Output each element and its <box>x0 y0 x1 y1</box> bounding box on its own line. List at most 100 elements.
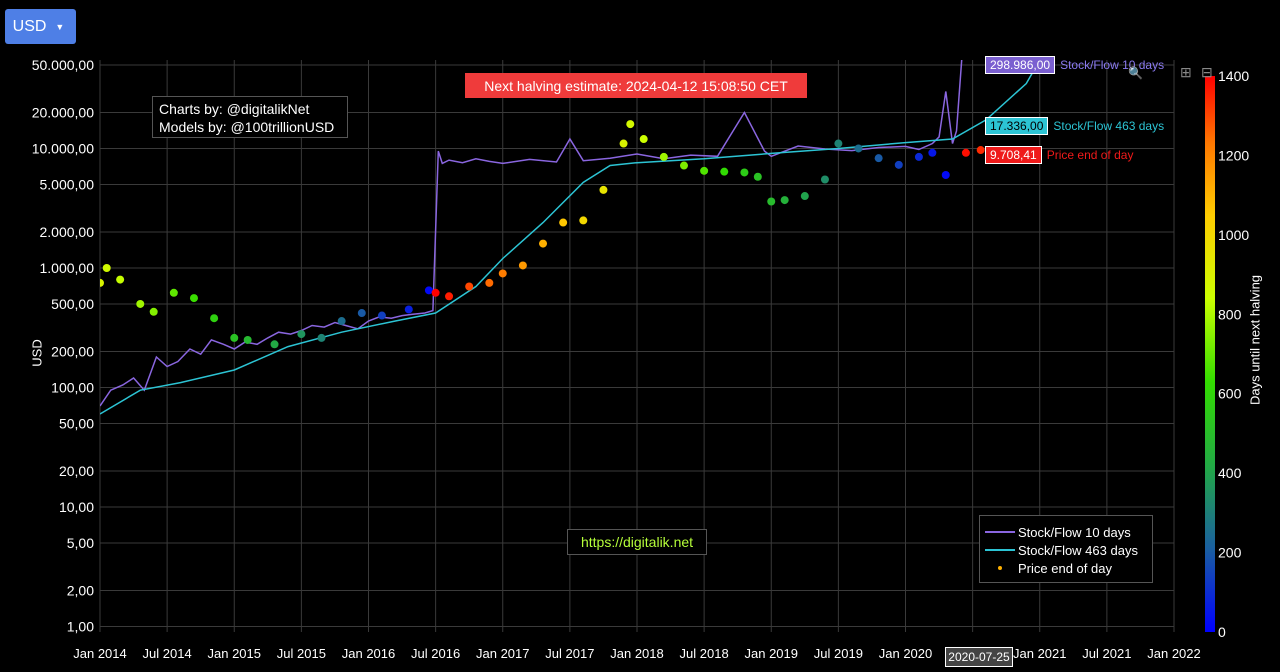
price-point <box>424 286 433 295</box>
price-point <box>740 168 749 177</box>
price-point <box>599 185 608 194</box>
currency-dropdown-button[interactable]: USD ▼ <box>5 9 76 44</box>
price-point <box>445 292 454 301</box>
colorbar-tick-label: 600 <box>1218 386 1242 402</box>
legend-item-sf463[interactable]: Stock/Flow 463 days <box>980 541 1138 559</box>
price-point <box>639 135 648 144</box>
legend-label-sf463: Stock/Flow 463 days <box>1018 542 1138 558</box>
colorbar <box>1205 76 1215 632</box>
x-tick-label: Jan 2022 <box>1147 646 1201 661</box>
price-point <box>270 340 279 349</box>
legend: Stock/Flow 10 days Stock/Flow 463 days P… <box>979 515 1153 583</box>
price-point <box>820 175 829 184</box>
x-tick-label: Jan 2019 <box>745 646 799 661</box>
tag-sf10-label: Stock/Flow 10 days <box>1060 58 1165 72</box>
price-point <box>377 311 386 320</box>
chevron-down-icon: ▼ <box>55 21 65 32</box>
x-tick-label: Jul 2015 <box>277 646 326 661</box>
x-tick-label: Jul 2016 <box>411 646 460 661</box>
legend-item-sf10[interactable]: Stock/Flow 10 days <box>980 523 1131 541</box>
price-point <box>854 144 863 153</box>
price-point <box>626 120 635 129</box>
zoom-icon[interactable]: 🔍 <box>1128 66 1143 80</box>
series-line-sf10 <box>100 60 963 407</box>
price-point <box>189 294 198 303</box>
y-tick-label: 10,00 <box>59 499 94 515</box>
price-point <box>431 288 440 297</box>
price-point <box>539 239 548 248</box>
hover-date-label: 2020-07-25 <box>945 647 1013 667</box>
price-point <box>976 146 985 155</box>
price-point <box>518 261 527 270</box>
price-point <box>961 148 970 157</box>
site-url-link[interactable]: https://digitalik.net <box>567 529 707 555</box>
y-tick-label: 2,00 <box>67 583 94 599</box>
price-point <box>498 269 507 278</box>
price-point <box>404 305 413 314</box>
price-point <box>357 309 366 318</box>
x-tick-label: Jan 2021 <box>1013 646 1067 661</box>
y-tick-label: 20,00 <box>59 463 94 479</box>
y-tick-label: 1.000,00 <box>40 260 95 276</box>
tag-price: 9.708,41 Price end of day <box>985 146 1133 164</box>
legend-item-price[interactable]: Price end of day <box>980 559 1112 577</box>
y-tick-label: 20.000,00 <box>32 105 94 121</box>
y-tick-label: 5,00 <box>67 535 94 551</box>
colorbar-ticks: 0 200 400 600 800 1000 1200 1400 <box>1218 68 1249 640</box>
price-point <box>834 139 843 148</box>
price-point <box>317 333 326 342</box>
zoom-in-icon[interactable]: ⊞ <box>1180 64 1192 80</box>
price-point <box>941 170 950 179</box>
colorbar-tick-label: 800 <box>1218 306 1242 322</box>
x-tick-label: Jan 2017 <box>476 646 530 661</box>
colorbar-tick-label: 0 <box>1218 624 1226 640</box>
price-point <box>767 197 776 206</box>
legend-label-price: Price end of day <box>1018 560 1112 576</box>
price-point <box>800 192 809 201</box>
price-point <box>780 196 789 205</box>
tag-price-label: Price end of day <box>1046 148 1134 162</box>
price-point <box>659 152 668 161</box>
y-tick-label: 50,00 <box>59 415 94 431</box>
y-tick-label: 5.000,00 <box>40 176 95 192</box>
y-tick-labels: 1,00 2,00 5,00 10,00 20,00 50,00 100,00 200,00 5… <box>32 57 95 635</box>
price-point <box>337 317 346 326</box>
price-point <box>928 148 937 157</box>
price-point <box>914 152 923 161</box>
tag-price-value: 9.708,41 <box>985 146 1042 164</box>
price-point <box>559 218 568 227</box>
colorbar-tick-label: 1000 <box>1218 227 1249 243</box>
price-point <box>210 314 219 323</box>
x-tick-label: Jan 2015 <box>208 646 262 661</box>
tag-sf463-value: 17.336,00 <box>985 117 1049 135</box>
price-point <box>243 335 252 344</box>
credits-line-2: Models by: @100trillionUSD <box>159 119 335 135</box>
credits-box: Charts by: @digitalikNet Models by: @100… <box>152 96 348 138</box>
x-tick-label: Jul 2021 <box>1082 646 1131 661</box>
price-point <box>169 288 178 297</box>
price-point <box>753 172 762 181</box>
x-tick-label: Jan 2014 <box>73 646 127 661</box>
y-tick-label: 100,00 <box>51 380 94 396</box>
y-tick-label: 1,00 <box>67 619 94 635</box>
zoom-out-icon[interactable]: ⊟ <box>1201 64 1213 80</box>
price-point <box>297 330 306 339</box>
price-point <box>102 263 111 272</box>
price-point <box>619 139 628 148</box>
price-point <box>465 282 474 291</box>
tag-sf463: 17.336,00 Stock/Flow 463 days <box>985 117 1164 135</box>
price-point <box>874 154 883 163</box>
x-tick-label: Jan 2020 <box>879 646 933 661</box>
colorbar-tick-label: 1400 <box>1218 68 1249 84</box>
price-point <box>579 216 588 225</box>
currency-label: USD <box>12 17 47 35</box>
colorbar-tick-label: 1200 <box>1218 147 1249 163</box>
price-point <box>116 275 125 284</box>
tag-sf10-value: 298.986,00 <box>985 56 1056 74</box>
price-point <box>894 160 903 169</box>
x-tick-label: Jul 2017 <box>545 646 594 661</box>
y-tick-label: 200,00 <box>51 344 94 360</box>
legend-label-sf10: Stock/Flow 10 days <box>1018 524 1131 540</box>
tag-sf10: 298.986,00 Stock/Flow 10 days <box>985 56 1164 74</box>
x-tick-label: Jan 2016 <box>342 646 396 661</box>
